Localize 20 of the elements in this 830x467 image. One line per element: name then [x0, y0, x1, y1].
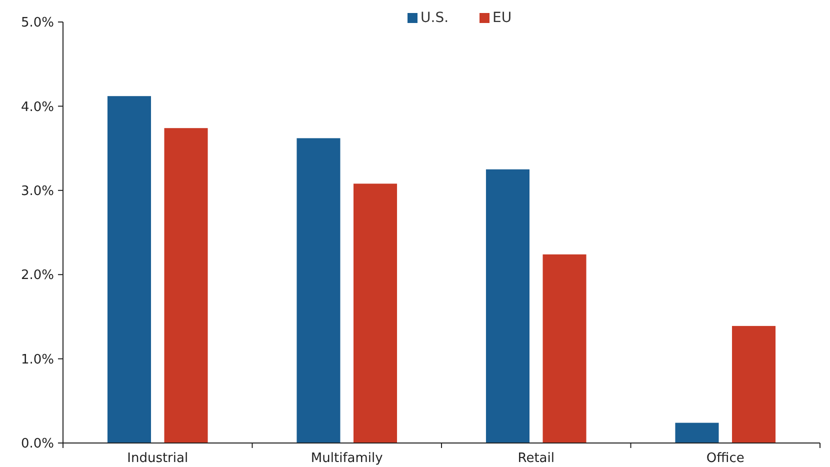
y-tick-label: 2.0%: [20, 268, 54, 284]
bar: [486, 169, 530, 443]
legend-label: EU: [492, 10, 512, 26]
bar: [107, 96, 151, 443]
bar: [296, 138, 340, 443]
bar: [732, 326, 776, 443]
x-tick-label: Industrial: [127, 451, 188, 466]
y-tick-label: 5.0%: [20, 16, 54, 31]
legend-label: U.S.: [420, 10, 449, 26]
bar: [164, 128, 208, 443]
y-tick-label: 3.0%: [20, 184, 54, 199]
y-tick-label: 1.0%: [20, 352, 54, 368]
bar: [675, 422, 719, 443]
x-tick-label: Office: [706, 451, 744, 466]
bar: [542, 254, 586, 443]
bar: [354, 184, 398, 443]
y-tick-label: 4.0%: [20, 100, 54, 115]
x-tick-label: Retail: [518, 451, 554, 466]
x-tick-label: Multifamily: [310, 451, 384, 466]
y-tick-label: 0.0%: [20, 436, 54, 452]
